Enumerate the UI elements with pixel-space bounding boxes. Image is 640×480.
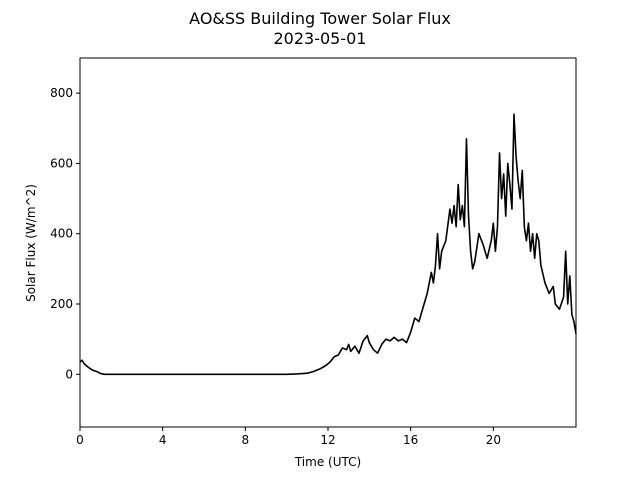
y-axis-label: Solar Flux (W/m^2)	[24, 184, 38, 302]
x-tick-label: 0	[76, 433, 84, 447]
x-tick-label: 20	[486, 433, 501, 447]
x-tick-label: 8	[242, 433, 250, 447]
x-tick-label: 12	[320, 433, 335, 447]
plot-frame	[79, 57, 577, 428]
y-tick-label: 600	[50, 156, 73, 170]
y-tick-label: 200	[50, 297, 73, 311]
x-tick-label: 4	[159, 433, 167, 447]
line	[79, 113, 577, 376]
x-tick-label: 16	[403, 433, 418, 447]
y-tick-label: 800	[50, 86, 73, 100]
x-axis-label: Time (UTC)	[294, 455, 361, 469]
y-tick-label: 0	[65, 367, 73, 381]
chart-subtitle: 2023-05-01	[274, 29, 367, 48]
chart-title: AO&SS Building Tower Solar Flux	[189, 9, 451, 28]
y-tick-label: 400	[50, 227, 73, 241]
